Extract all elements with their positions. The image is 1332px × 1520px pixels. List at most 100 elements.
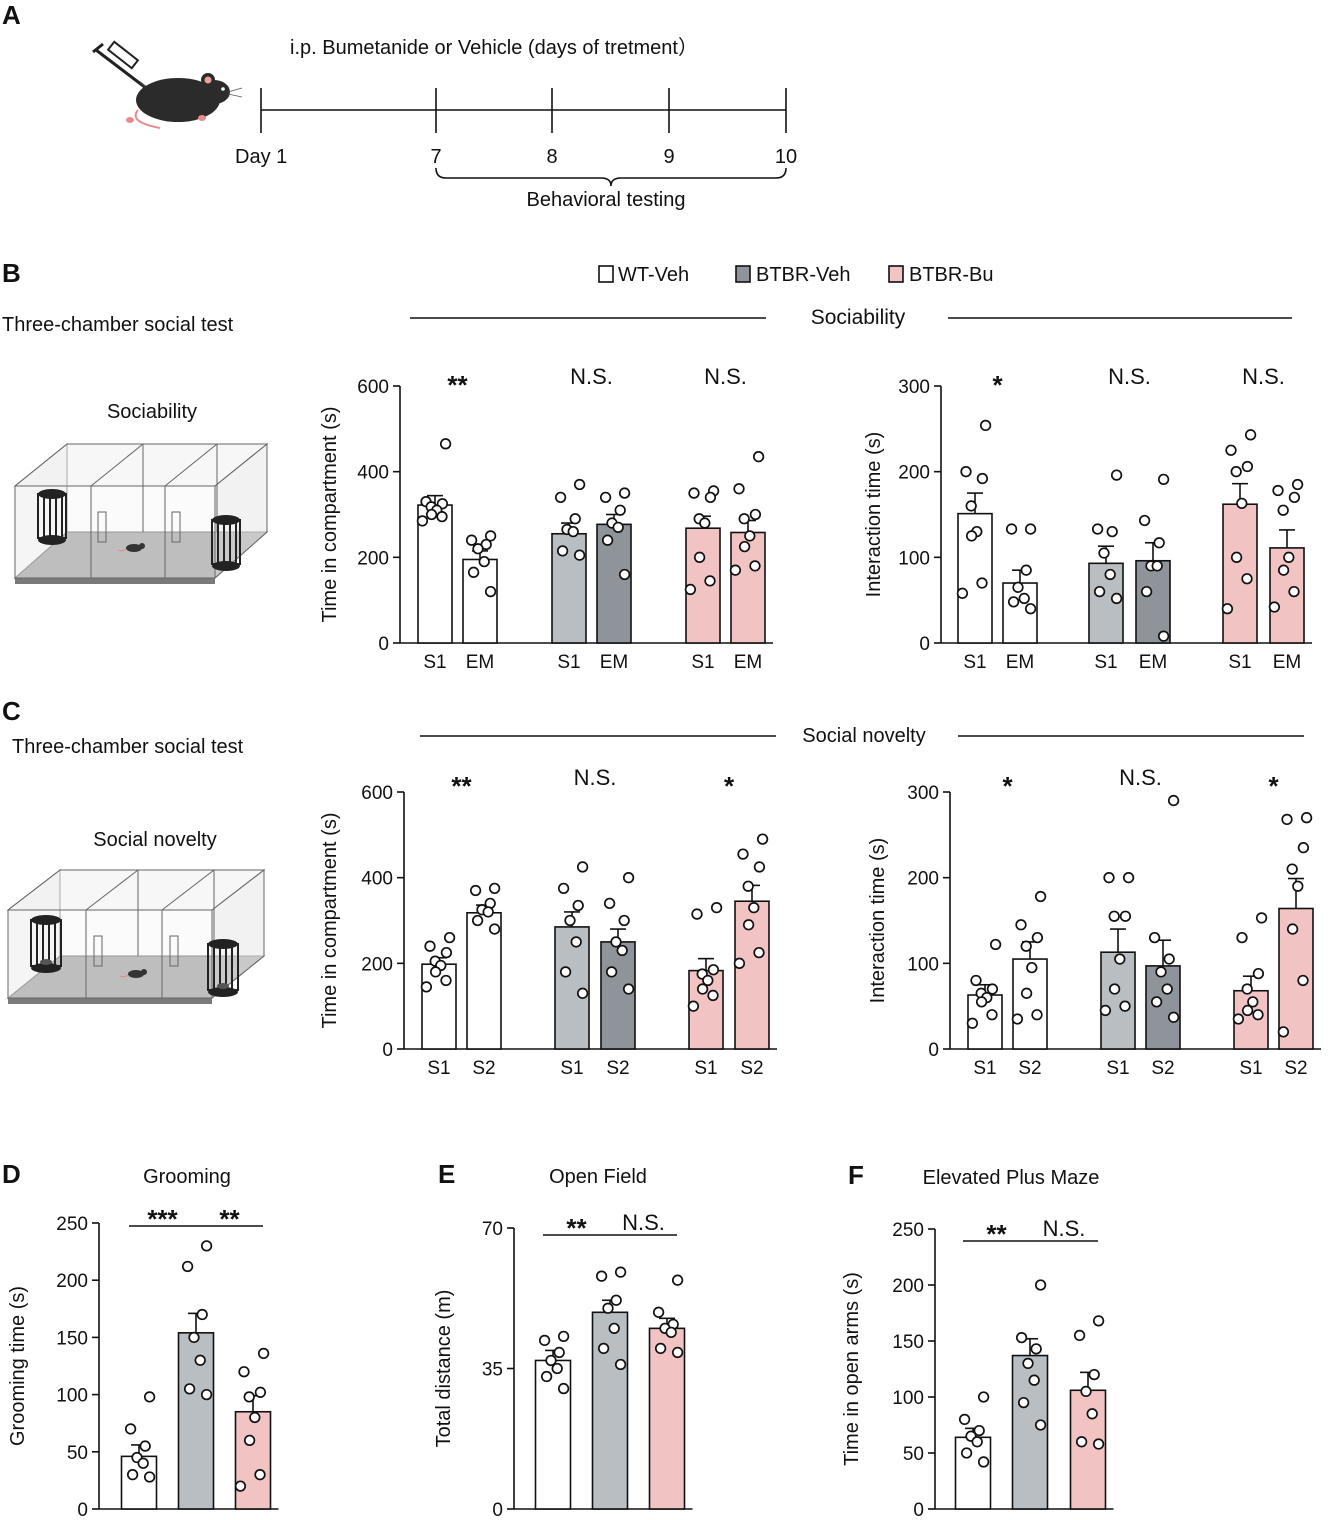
data-point bbox=[1153, 537, 1165, 549]
panel-c-letter: C bbox=[2, 696, 21, 726]
legend-label-btbr-bu: BTBR-Bu bbox=[909, 264, 993, 286]
sociability-diagram-label: Sociability bbox=[107, 401, 197, 423]
data-point bbox=[1020, 564, 1032, 576]
data-point bbox=[469, 884, 482, 897]
data-point bbox=[1241, 983, 1253, 995]
data-point bbox=[1297, 842, 1310, 854]
x-tick-label: S2 bbox=[472, 1058, 495, 1079]
legend-label-btbr-veh: BTBR-Veh bbox=[756, 264, 850, 286]
data-point bbox=[1230, 551, 1243, 563]
data-point bbox=[439, 438, 452, 450]
panel-b: B Three-chamber social test Sociability … bbox=[2, 258, 1292, 584]
data-point bbox=[573, 478, 586, 491]
x-tick-label: S1 bbox=[1239, 1058, 1262, 1079]
bar bbox=[417, 504, 453, 644]
data-point bbox=[965, 530, 978, 542]
data-point bbox=[424, 940, 436, 952]
x-tick-label: S1 bbox=[691, 652, 714, 673]
cage-icon bbox=[207, 939, 239, 997]
data-point bbox=[1297, 974, 1309, 987]
data-point bbox=[1161, 983, 1173, 995]
data-point bbox=[687, 1000, 700, 1012]
y-tick-label: 200 bbox=[357, 548, 389, 569]
data-point bbox=[139, 1440, 151, 1452]
data-point bbox=[733, 957, 746, 969]
data-point bbox=[612, 521, 624, 533]
timeline-day-label: 10 bbox=[775, 146, 797, 168]
significance-label: * bbox=[724, 771, 735, 801]
data-point bbox=[1241, 460, 1254, 473]
data-point bbox=[960, 466, 972, 478]
data-point bbox=[979, 419, 992, 432]
x-tick-label: S2 bbox=[740, 1058, 763, 1079]
data-point bbox=[570, 936, 582, 948]
data-point bbox=[1288, 585, 1300, 598]
data-point bbox=[753, 946, 765, 959]
y-tick-label: 100 bbox=[56, 1386, 88, 1407]
y-tick-label: 100 bbox=[898, 548, 930, 569]
data-point bbox=[1092, 1438, 1105, 1450]
data-point bbox=[538, 1334, 551, 1347]
comparison-label: ** bbox=[219, 1204, 240, 1234]
y-tick-label: 100 bbox=[892, 1388, 924, 1409]
data-point bbox=[1268, 601, 1281, 613]
data-point bbox=[569, 513, 581, 525]
x-tick-label: S1 bbox=[694, 1058, 717, 1079]
y-tick-label: 200 bbox=[361, 954, 393, 975]
data-point bbox=[554, 491, 567, 504]
data-point bbox=[1030, 1343, 1042, 1355]
data-point bbox=[1018, 592, 1030, 605]
data-point bbox=[1241, 573, 1253, 585]
data-point bbox=[1157, 630, 1170, 642]
data-point bbox=[965, 500, 977, 512]
data-point bbox=[614, 1266, 627, 1278]
data-point bbox=[1031, 931, 1044, 944]
data-point bbox=[671, 1274, 684, 1286]
y-tick-label: 0 bbox=[919, 634, 930, 655]
data-point bbox=[956, 587, 969, 599]
data-point bbox=[1092, 1315, 1105, 1327]
data-point bbox=[702, 974, 714, 987]
data-point bbox=[194, 1354, 206, 1366]
data-point bbox=[243, 1391, 255, 1403]
chart-b-time-in-compartment: 0 200 400 600 Time in compartment (s) S1 EM S1 E… bbox=[319, 364, 773, 673]
y-tick-label: 0 bbox=[382, 1040, 393, 1061]
data-point bbox=[1236, 497, 1248, 510]
data-point bbox=[737, 848, 749, 860]
data-point bbox=[545, 1354, 557, 1367]
data-point bbox=[616, 944, 628, 957]
data-point bbox=[1167, 794, 1180, 807]
significance-label: N.S. bbox=[1108, 364, 1151, 389]
data-point bbox=[200, 1388, 213, 1401]
panel-letter: E bbox=[438, 1159, 455, 1189]
data-point bbox=[1252, 1009, 1264, 1021]
data-point bbox=[181, 1260, 194, 1273]
data-point bbox=[440, 974, 452, 987]
y-tick-label: 0 bbox=[913, 1500, 924, 1520]
data-point bbox=[977, 1391, 990, 1403]
x-tick-label: S2 bbox=[1284, 1058, 1307, 1079]
x-tick-label: S1 bbox=[427, 1058, 450, 1079]
y-tick-label: 200 bbox=[56, 1271, 88, 1292]
panel-b-header: Sociability bbox=[811, 306, 906, 329]
chart-b-interaction-time: 0 100 200 300 Interaction time (s) S1 EM S1 EM S1… bbox=[863, 364, 1312, 673]
data-point bbox=[1022, 1357, 1034, 1370]
bar bbox=[1069, 1389, 1107, 1510]
data-point bbox=[1291, 478, 1304, 491]
x-tick-label: S1 bbox=[560, 1058, 583, 1079]
panel-letter: D bbox=[2, 1159, 21, 1189]
data-point bbox=[1034, 890, 1047, 903]
panel-a: A i.p. Bumetanide or Vehicle (days of tr… bbox=[2, 0, 797, 211]
data-point bbox=[986, 1009, 998, 1021]
chart-f-elevated-plus-maze: 0 50 100 150 200 250 Time in open arms (s) F Ele… bbox=[841, 1160, 1114, 1520]
three-chamber-diagram bbox=[13, 442, 269, 584]
data-point bbox=[1292, 880, 1304, 892]
data-point bbox=[420, 981, 433, 993]
bar bbox=[534, 1359, 572, 1510]
bar bbox=[1269, 547, 1305, 644]
y-tick-label: 100 bbox=[907, 954, 939, 975]
timeline-day-label: 9 bbox=[663, 146, 674, 168]
chart-d-grooming: 0 50 100 150 200 250 Grooming time (s) D Groomin… bbox=[2, 1159, 279, 1520]
data-point bbox=[1017, 1396, 1030, 1409]
data-point bbox=[707, 989, 719, 1002]
